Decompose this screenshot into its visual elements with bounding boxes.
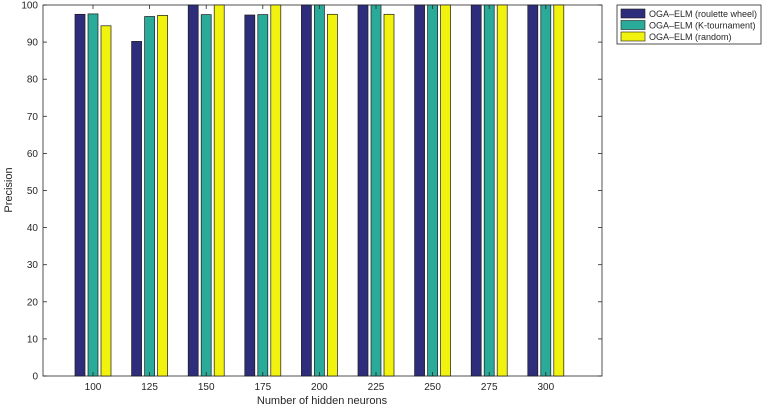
bar-random-225 — [383, 13, 395, 377]
x-tick-label: 125 — [141, 382, 158, 393]
y-tick-label: 100 — [21, 1, 38, 12]
bar-roulette-200 — [301, 4, 312, 377]
y-tick-label: 30 — [27, 260, 39, 271]
y-tick-label: 20 — [27, 297, 39, 308]
bar-roulette-125 — [131, 41, 142, 377]
legend-swatch — [620, 20, 646, 30]
x-axis-title: Number of hidden neurons — [257, 395, 388, 407]
bar-roulette-250 — [414, 4, 425, 377]
bar-random-150 — [213, 4, 225, 377]
bar-tournament-175 — [257, 14, 269, 377]
x-tick-label: 200 — [311, 382, 328, 393]
legend: OGA–ELM (roulette wheel) OGA–ELM (K-tourn… — [616, 4, 762, 45]
x-tick-label: 150 — [198, 382, 215, 393]
bar-roulette-300 — [527, 4, 539, 377]
x-tick-label: 300 — [537, 382, 554, 393]
bar-random-200 — [327, 13, 338, 377]
legend-swatch — [620, 31, 646, 42]
y-axis-title: Precision — [3, 167, 15, 212]
legend-label: OGA–ELM (K-tournament) — [649, 21, 756, 31]
bar-tournament-300 — [540, 4, 552, 377]
y-axis-ticks: 0 10 20 30 40 50 60 70 80 90 100 — [21, 1, 602, 383]
y-tick-label: 90 — [27, 38, 39, 49]
y-tick-label: 40 — [27, 223, 39, 234]
y-tick-label: 70 — [27, 112, 39, 123]
x-axis-ticks: 100 125 150 175 200 225 250 275 300 — [85, 5, 555, 393]
bar-tournament-125 — [144, 16, 155, 377]
y-tick-label: 0 — [32, 372, 38, 383]
bar-roulette-150 — [187, 4, 199, 377]
x-tick-label: 275 — [481, 382, 498, 393]
x-tick-label: 175 — [254, 382, 271, 393]
x-tick-label: 250 — [424, 382, 441, 393]
bar-roulette-100 — [74, 13, 86, 377]
bar-tournament-200 — [314, 4, 325, 377]
bar-roulette-275 — [470, 4, 482, 377]
legend-label: OGA–ELM (roulette wheel) — [649, 9, 757, 19]
bar-random-125 — [157, 15, 168, 377]
y-tick-label: 50 — [27, 186, 39, 197]
bar-tournament-150 — [200, 14, 212, 377]
legend-swatch — [620, 8, 646, 19]
bars-group — [74, 4, 565, 377]
y-tick-label: 80 — [27, 75, 39, 86]
y-tick-label: 10 — [27, 334, 39, 345]
bar-tournament-250 — [427, 4, 438, 377]
y-tick-label: 60 — [27, 149, 39, 160]
bar-random-250 — [440, 4, 451, 377]
bar-roulette-175 — [244, 14, 256, 377]
bar-random-300 — [553, 4, 565, 377]
x-tick-label: 100 — [85, 382, 102, 393]
bar-roulette-225 — [357, 4, 369, 377]
legend-label: OGA–ELM (random) — [649, 32, 732, 42]
bar-random-275 — [496, 4, 508, 377]
x-tick-label: 225 — [368, 382, 385, 393]
bar-tournament-275 — [483, 4, 495, 377]
bar-tournament-100 — [87, 13, 99, 377]
bar-random-175 — [270, 4, 282, 377]
bar-random-100 — [100, 25, 112, 377]
bar-tournament-225 — [370, 4, 382, 377]
